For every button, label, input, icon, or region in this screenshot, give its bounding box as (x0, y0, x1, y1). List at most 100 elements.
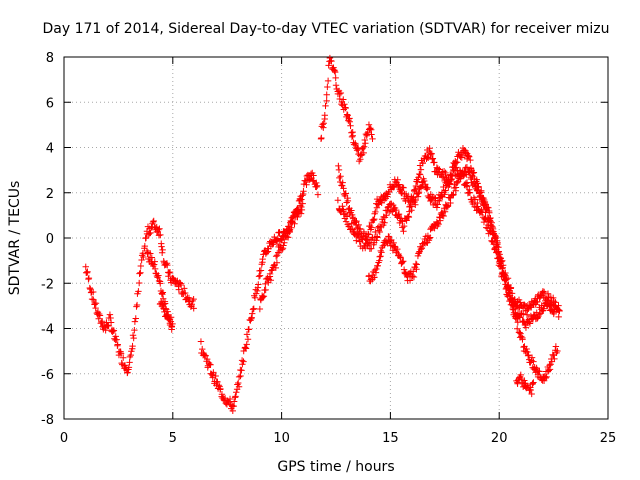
data-point (340, 185, 347, 192)
data-point (453, 164, 460, 171)
data-point (457, 150, 465, 158)
data-point (82, 263, 89, 270)
data-point (481, 199, 489, 207)
data-point (133, 301, 141, 309)
data-point (400, 228, 407, 235)
data-point (247, 317, 254, 324)
y-tick-label: 0 (46, 232, 54, 247)
data-point (105, 322, 112, 329)
data-point (540, 288, 548, 296)
data-point (112, 333, 119, 340)
data-point (266, 270, 274, 278)
data-point (381, 219, 388, 226)
data-point (275, 249, 282, 256)
y-axis-label: SDTVAR / TECUs (7, 181, 23, 296)
data-point (202, 352, 209, 359)
data-point (339, 202, 346, 210)
data-point (264, 248, 272, 255)
data-point (441, 191, 448, 198)
data-point (379, 242, 387, 250)
data-point (366, 125, 373, 133)
data-point (513, 325, 521, 332)
data-point (343, 213, 351, 220)
data-point (450, 191, 457, 198)
data-point (462, 149, 470, 156)
data-point (462, 164, 469, 171)
data-point (212, 372, 219, 380)
data-point (336, 174, 343, 182)
data-point (114, 341, 121, 348)
data-point (498, 258, 505, 265)
data-point (508, 301, 516, 308)
data-point (528, 390, 535, 398)
data-point (476, 192, 484, 200)
data-point (363, 232, 370, 240)
data-point (334, 196, 342, 204)
series-arc-4 (197, 200, 306, 415)
data-point (235, 373, 243, 381)
data-point (365, 272, 373, 280)
data-point (390, 243, 398, 250)
data-point (517, 371, 524, 379)
data-point (371, 215, 378, 223)
data-point (337, 173, 344, 180)
data-point (382, 239, 390, 246)
data-point (415, 188, 423, 196)
data-point (87, 285, 94, 293)
data-point (519, 336, 526, 343)
data-point (342, 190, 350, 197)
data-point (506, 292, 514, 299)
data-point (135, 279, 143, 287)
data-point (429, 155, 436, 163)
data-point (370, 217, 377, 224)
data-point (554, 306, 562, 313)
data-point (387, 207, 395, 214)
data-point (245, 326, 253, 333)
data-point (237, 372, 244, 380)
data-point (289, 219, 296, 226)
data-point (486, 209, 493, 216)
y-tick-label: -4 (41, 323, 54, 338)
data-point (277, 237, 285, 244)
data-point (337, 89, 345, 97)
data-point (300, 188, 307, 195)
data-point (276, 229, 283, 236)
data-point (285, 223, 293, 230)
data-point (303, 181, 310, 188)
data-point (248, 314, 255, 321)
data-point (368, 131, 375, 138)
data-point (522, 324, 530, 331)
data-point (248, 310, 256, 317)
data-point (120, 354, 127, 361)
data-point (430, 194, 438, 201)
data-point (524, 348, 531, 356)
data-point (416, 171, 424, 178)
data-point (256, 272, 264, 279)
data-point (210, 369, 217, 376)
data-point (374, 262, 381, 269)
y-tick-label: 8 (46, 51, 54, 66)
data-point (131, 326, 138, 334)
data-point (155, 226, 162, 233)
data-point (331, 68, 339, 76)
data-point (336, 207, 344, 214)
data-point (249, 306, 257, 313)
data-point (513, 315, 521, 323)
data-point (409, 272, 416, 280)
data-point (417, 246, 425, 253)
data-point (165, 273, 172, 280)
data-point (516, 329, 523, 336)
data-point (217, 385, 224, 393)
data-point (158, 298, 165, 306)
data-point (504, 284, 511, 291)
data-point (395, 181, 403, 188)
data-point (346, 118, 353, 125)
data-point (345, 115, 352, 123)
data-point (373, 204, 381, 211)
data-point (448, 175, 455, 183)
data-point (492, 234, 500, 242)
data-point (242, 345, 250, 352)
data-point (359, 144, 367, 152)
data-point (139, 249, 147, 257)
data-point (405, 213, 413, 221)
